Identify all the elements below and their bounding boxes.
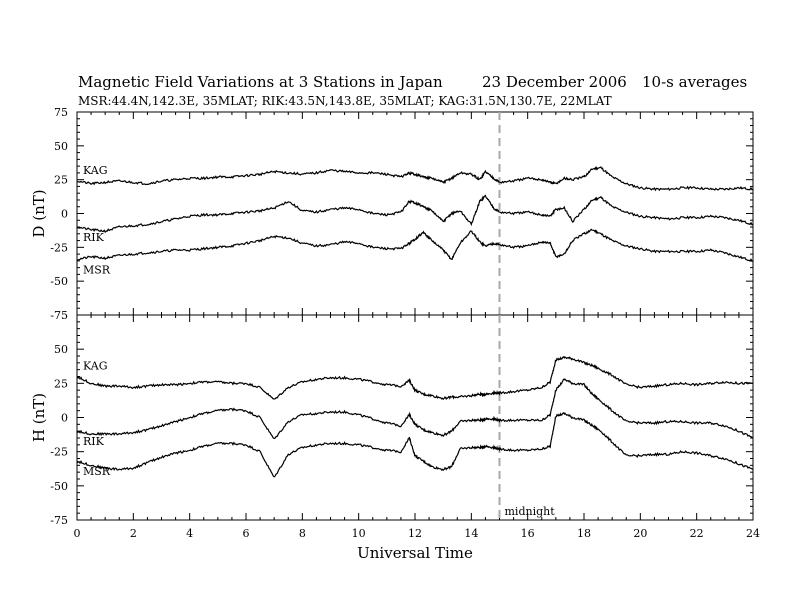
panel-d-frame xyxy=(76,111,754,316)
y-axis-title: D (nT) xyxy=(30,189,48,237)
chart-date: 23 December 2006 xyxy=(482,73,627,91)
y-tick-label: 50 xyxy=(54,343,68,356)
y-axis-title: H (nT) xyxy=(30,393,48,442)
series-line-kag-d xyxy=(76,165,754,192)
y-tick-label: -75 xyxy=(50,309,68,322)
x-tick-label: 8 xyxy=(299,527,306,540)
y-tick-label: 25 xyxy=(54,377,68,390)
panel-h-frame xyxy=(76,314,754,521)
y-tick-label: 50 xyxy=(54,140,68,153)
y-tick-label: -50 xyxy=(50,275,68,288)
x-tick-label: 12 xyxy=(408,527,422,540)
x-tick-label: 18 xyxy=(577,527,591,540)
x-tick-label: 0 xyxy=(74,527,81,540)
y-tick-label: 25 xyxy=(54,174,68,187)
chart-title: Magnetic Field Variations at 3 Stations … xyxy=(78,73,443,91)
x-axis-title: Universal Time xyxy=(357,544,473,562)
chart-subtitle-station-info: MSR:44.4N,142.3E, 35MLAT; RIK:43.5N,143.… xyxy=(78,94,612,108)
chart-averaging-note: 10-s averages xyxy=(642,73,748,91)
y-tick-label: -50 xyxy=(50,480,68,493)
station-label-kag: KAG xyxy=(83,360,108,373)
x-tick-label: 20 xyxy=(633,527,647,540)
series-line-rik-h xyxy=(76,377,754,440)
y-tick-label: 0 xyxy=(61,208,68,221)
x-tick-label: 2 xyxy=(130,527,137,540)
series-line-msr-h xyxy=(76,412,754,478)
station-label-kag: KAG xyxy=(83,164,108,177)
series-line-rik-d xyxy=(76,194,754,234)
x-tick-label: 22 xyxy=(690,527,704,540)
series-line-kag-h xyxy=(76,356,753,401)
y-tick-label: 75 xyxy=(54,106,68,119)
x-tick-label: 6 xyxy=(243,527,250,540)
y-tick-label: -25 xyxy=(50,446,68,459)
x-tick-label: 16 xyxy=(521,527,535,540)
y-tick-label: 0 xyxy=(61,412,68,425)
x-tick-label: 24 xyxy=(746,527,760,540)
x-tick-label: 10 xyxy=(352,527,366,540)
y-tick-label: -25 xyxy=(50,241,68,254)
station-label-msr: MSR xyxy=(83,264,111,277)
station-label-rik: RIK xyxy=(83,231,105,244)
midnight-annotation: midnight xyxy=(505,505,556,518)
x-tick-label: 4 xyxy=(186,527,193,540)
x-tick-label: 14 xyxy=(464,527,478,540)
y-tick-label: -75 xyxy=(50,514,68,527)
station-label-msr: MSR xyxy=(83,465,111,478)
station-label-rik: RIK xyxy=(83,435,105,448)
series-line-msr-d xyxy=(76,228,754,262)
